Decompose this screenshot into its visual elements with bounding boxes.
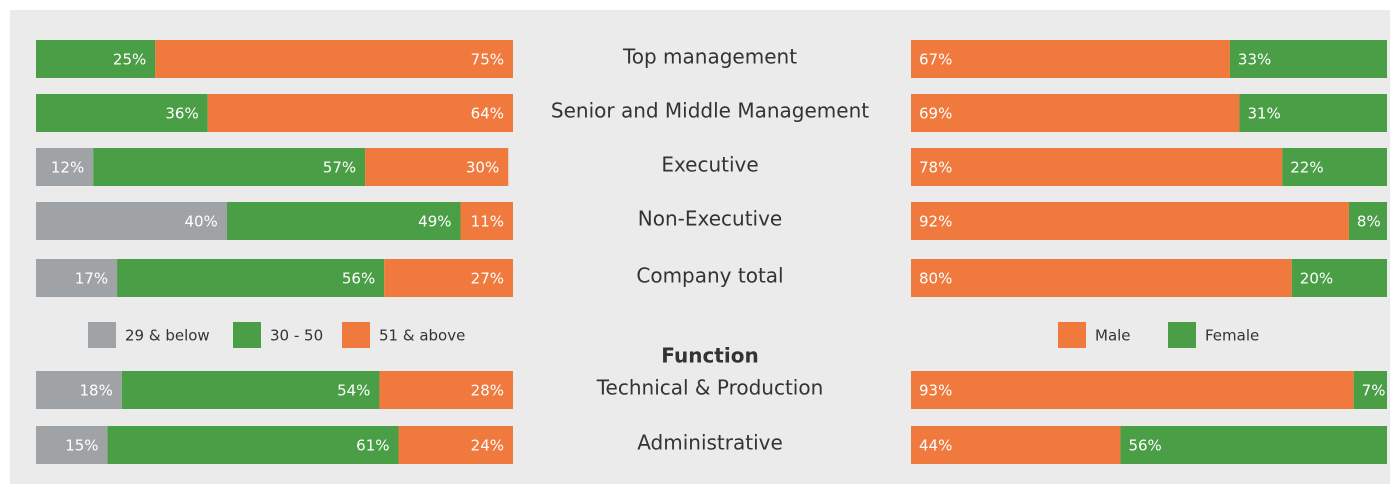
value-label: 69% xyxy=(919,105,952,123)
value-label: 56% xyxy=(342,270,375,288)
value-label: 31% xyxy=(1247,105,1280,123)
bar-segment xyxy=(365,148,509,186)
value-label: 30% xyxy=(466,159,499,177)
bar-segment xyxy=(379,371,513,409)
value-label: 15% xyxy=(65,437,98,455)
value-label: 20% xyxy=(1300,270,1333,288)
value-label: 8% xyxy=(1357,213,1381,231)
category-label: Company total xyxy=(636,264,783,288)
bar-segment xyxy=(1120,426,1387,464)
legend-label: 51 & above xyxy=(379,327,465,345)
bar-segment xyxy=(1229,40,1387,78)
value-label: 11% xyxy=(471,213,504,231)
bar-segment xyxy=(226,202,461,240)
value-label: 27% xyxy=(471,270,504,288)
value-label: 56% xyxy=(1128,437,1161,455)
legend-label: Male xyxy=(1095,327,1131,345)
section-label: Function xyxy=(661,344,758,368)
value-label: 18% xyxy=(80,382,113,400)
bar-segment xyxy=(155,40,513,78)
bar-segment xyxy=(207,94,513,132)
value-label: 92% xyxy=(919,213,952,231)
bar-segment xyxy=(93,148,366,186)
bar-segment xyxy=(36,426,108,464)
value-label: 36% xyxy=(165,105,198,123)
value-label: 33% xyxy=(1238,51,1271,69)
bar-segment xyxy=(911,202,1349,240)
category-label: Top management xyxy=(622,45,797,69)
bar-segment xyxy=(1348,202,1387,240)
value-label: 49% xyxy=(418,213,451,231)
panel xyxy=(10,10,1390,484)
bar-segment xyxy=(1239,94,1387,132)
value-label: 17% xyxy=(75,270,108,288)
value-label: 12% xyxy=(51,159,84,177)
value-label: 40% xyxy=(184,213,217,231)
value-label: 7% xyxy=(1362,382,1386,400)
value-label: 25% xyxy=(113,51,146,69)
bar-segment xyxy=(911,94,1240,132)
value-label: 80% xyxy=(919,270,952,288)
bar-segment xyxy=(121,371,380,409)
legend-swatch xyxy=(1168,322,1196,348)
value-label: 67% xyxy=(919,51,952,69)
bar-segment xyxy=(460,202,513,240)
bar-segment xyxy=(1353,371,1387,409)
value-label: 75% xyxy=(471,51,504,69)
value-label: 28% xyxy=(471,382,504,400)
value-label: 24% xyxy=(471,437,504,455)
value-label: 61% xyxy=(356,437,389,455)
bar-segment xyxy=(384,259,513,297)
bar-segment xyxy=(911,259,1292,297)
bar-segment xyxy=(36,202,227,240)
bar-segment xyxy=(36,148,94,186)
value-label: 22% xyxy=(1290,159,1323,177)
category-label: Executive xyxy=(661,153,758,177)
bar-segment xyxy=(36,371,122,409)
value-label: 44% xyxy=(919,437,952,455)
bar-segment xyxy=(911,148,1283,186)
bar-segment xyxy=(1282,148,1387,186)
value-label: 64% xyxy=(471,105,504,123)
legend-label: 30 - 50 xyxy=(270,327,323,345)
bar-segment xyxy=(911,40,1230,78)
legend-label: Female xyxy=(1205,327,1259,345)
category-label: Administrative xyxy=(637,431,783,455)
value-label: 57% xyxy=(323,159,356,177)
bar-segment xyxy=(911,426,1121,464)
bar-segment xyxy=(36,40,156,78)
category-label: Technical & Production xyxy=(596,376,824,400)
bar-segment xyxy=(107,426,399,464)
category-label: Senior and Middle Management xyxy=(551,99,869,123)
legend-swatch xyxy=(233,322,261,348)
value-label: 93% xyxy=(919,382,952,400)
legend-swatch xyxy=(1058,322,1086,348)
legend-label: 29 & below xyxy=(125,327,210,345)
bar-segment xyxy=(36,94,208,132)
legend-swatch xyxy=(342,322,370,348)
bar-segment xyxy=(398,426,513,464)
category-label: Non-Executive xyxy=(638,207,782,231)
value-label: 54% xyxy=(337,382,370,400)
bar-segment xyxy=(1291,259,1387,297)
bar-segment xyxy=(117,259,385,297)
bar-segment xyxy=(36,259,118,297)
value-label: 78% xyxy=(919,159,952,177)
legend-swatch xyxy=(88,322,116,348)
bar-segment xyxy=(911,371,1354,409)
